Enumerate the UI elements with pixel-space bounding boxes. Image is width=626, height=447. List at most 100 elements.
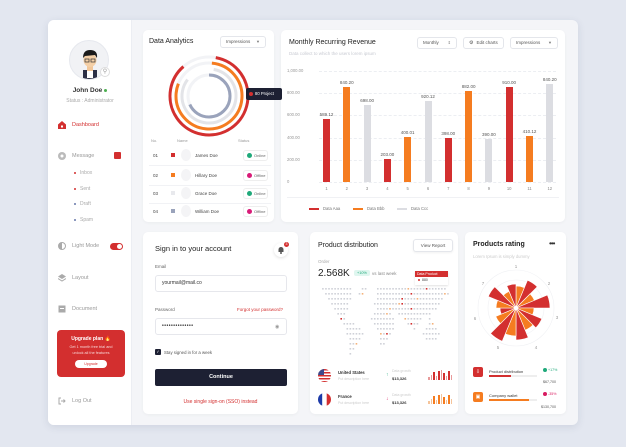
bar[interactable]: [444, 137, 452, 182]
sidebar-item-label: Document: [72, 306, 98, 312]
light-mode-toggle[interactable]: [110, 243, 123, 250]
us-sparkline: [428, 370, 452, 380]
layers-icon: [58, 274, 66, 282]
status-badge: Online: [243, 150, 268, 161]
status-badge: Online: [243, 188, 268, 199]
table-row[interactable]: 01 James Doe Online: [149, 146, 271, 166]
row-color-marker: [171, 153, 175, 157]
row-color-marker: [171, 173, 175, 177]
chevron-updown-icon: ⇕: [447, 40, 451, 45]
x-tick: 6: [426, 186, 430, 191]
col-header-no[interactable]: No.: [151, 138, 158, 143]
bar[interactable]: [465, 90, 473, 182]
view-report-button[interactable]: View Report: [413, 239, 453, 252]
rating-change: +17%: [543, 368, 557, 373]
sidebar-item-message[interactable]: Message: [58, 152, 94, 160]
sidebar-item-layout[interactable]: Layout: [58, 274, 89, 282]
sidebar-sub-sent[interactable]: Sent: [74, 186, 90, 192]
bar-value-label: 910.00: [502, 79, 517, 85]
document-icon: [58, 305, 66, 313]
bar-value-label: 882.00: [461, 83, 476, 89]
bar-value-label: 390.00: [482, 131, 496, 137]
notification-button[interactable]: 3: [274, 242, 289, 257]
analytics-metric-select[interactable]: Impressions ▼: [220, 36, 266, 48]
password-label: Password: [155, 307, 175, 312]
card-title: Data Analytics: [149, 38, 194, 45]
rating-item-name: Company wallet: [489, 393, 518, 398]
bar[interactable]: [546, 84, 554, 182]
polar-area-chart: 1 2 3 4 5 6 7: [474, 264, 559, 350]
chevron-down-icon: ▼: [256, 39, 260, 44]
legend-data-bbb[interactable]: Data Bbb: [353, 206, 384, 211]
sidebar-sub-spam[interactable]: Spam: [74, 217, 93, 223]
country-row-france[interactable]: France Put description here ↓ Data growt…: [318, 390, 454, 412]
bar-chart: 1,000.00 800.00 600.00 400.00 200.00 0 5…: [287, 68, 562, 188]
bar[interactable]: [343, 86, 351, 182]
x-tick: 1: [325, 186, 328, 191]
continue-button[interactable]: Continue: [155, 369, 287, 386]
message-badge: [114, 152, 121, 159]
row-color-marker: [171, 191, 175, 195]
col-header-status[interactable]: Status: [238, 138, 250, 143]
email-label: Email: [155, 264, 167, 269]
sidebar-sub-inbox[interactable]: Inbox: [74, 170, 92, 176]
sidebar-sub-draft[interactable]: Draft: [74, 201, 91, 207]
bar-value-label: 203.00: [380, 152, 395, 158]
user-name: John Doe: [48, 87, 132, 94]
bar[interactable]: [424, 100, 432, 182]
sidebar-item-logout[interactable]: Log Out: [58, 397, 92, 405]
home-icon: [58, 121, 66, 129]
upgrade-button[interactable]: Upgrade: [75, 360, 107, 368]
online-dot: [104, 88, 108, 92]
table-row[interactable]: 04 William Doe Offline: [149, 202, 271, 222]
row-number: 02: [153, 173, 159, 178]
forgot-password-link[interactable]: Forgot your password?: [237, 307, 284, 312]
legend-data-ccc[interactable]: Data Ccc: [397, 206, 428, 211]
sidebar-item-light-mode: Light Mode: [58, 242, 99, 250]
row-color-marker: [171, 209, 175, 213]
sidebar-item-label: Light Mode: [72, 243, 100, 249]
bar-value-label: 398.00: [441, 130, 456, 136]
bar[interactable]: [505, 86, 513, 182]
bar[interactable]: [485, 138, 493, 182]
period-select[interactable]: Monthly ⇕: [417, 37, 457, 49]
bar[interactable]: [404, 137, 412, 182]
table-row[interactable]: 03 Grace Doe Online: [149, 184, 271, 204]
bar[interactable]: [363, 105, 371, 182]
bar[interactable]: [526, 136, 533, 182]
y-tick: 0: [287, 179, 290, 184]
rating-progress: [489, 375, 511, 377]
product-distribution-card: Product distribution View Report Order 2…: [310, 232, 458, 414]
x-tick: 8: [467, 186, 470, 191]
remember-checkbox[interactable]: ✓: [155, 349, 161, 355]
sidebar-item-label: Message: [72, 153, 95, 159]
sso-link[interactable]: Use single sign-on (SSO) instead: [183, 399, 258, 405]
eye-icon[interactable]: ◉: [275, 324, 280, 330]
x-tick: 7: [447, 186, 450, 191]
bar-value-label: 920.12: [421, 93, 435, 99]
email-field[interactable]: yourmail@mail.co: [155, 275, 287, 292]
bar[interactable]: [383, 159, 391, 182]
card-subtitle: Data collect to which the users lorem ip…: [289, 51, 376, 56]
signin-card: Sign in to your account 3 Email yourmail…: [143, 232, 298, 414]
x-axis-labels: 1 2 3 4 5 6 7 8 9 10 11 12: [287, 186, 562, 194]
card-title: Sign in to your account: [155, 244, 232, 253]
sidebar-item-document[interactable]: Document: [58, 305, 97, 313]
edit-charts-button[interactable]: ⚙ Edit charts: [463, 37, 504, 49]
user-status: Status : Administrator: [66, 98, 114, 104]
revenue-metric-select[interactable]: Impressions ▼: [510, 37, 558, 49]
table-row[interactable]: 02 Hillary Doe Offline: [149, 166, 271, 186]
country-row-us[interactable]: United States Put description here ↑ Dat…: [318, 366, 454, 388]
message-icon: [58, 152, 66, 160]
password-field[interactable]: ••••••••••••••: [155, 318, 287, 335]
svg-text:4: 4: [535, 345, 538, 350]
x-tick: 3: [365, 186, 369, 191]
sidebar-item-dashboard[interactable]: Dashboard: [58, 121, 99, 129]
avatar: [181, 169, 191, 181]
col-header-name[interactable]: Name: [177, 138, 188, 143]
change-badge: +10%: [354, 270, 370, 276]
more-options-icon[interactable]: •••: [549, 239, 555, 248]
legend-data-aaa[interactable]: Data Aaa: [309, 206, 340, 211]
bar[interactable]: [323, 118, 330, 182]
y-tick: 1,000.00: [287, 68, 304, 73]
